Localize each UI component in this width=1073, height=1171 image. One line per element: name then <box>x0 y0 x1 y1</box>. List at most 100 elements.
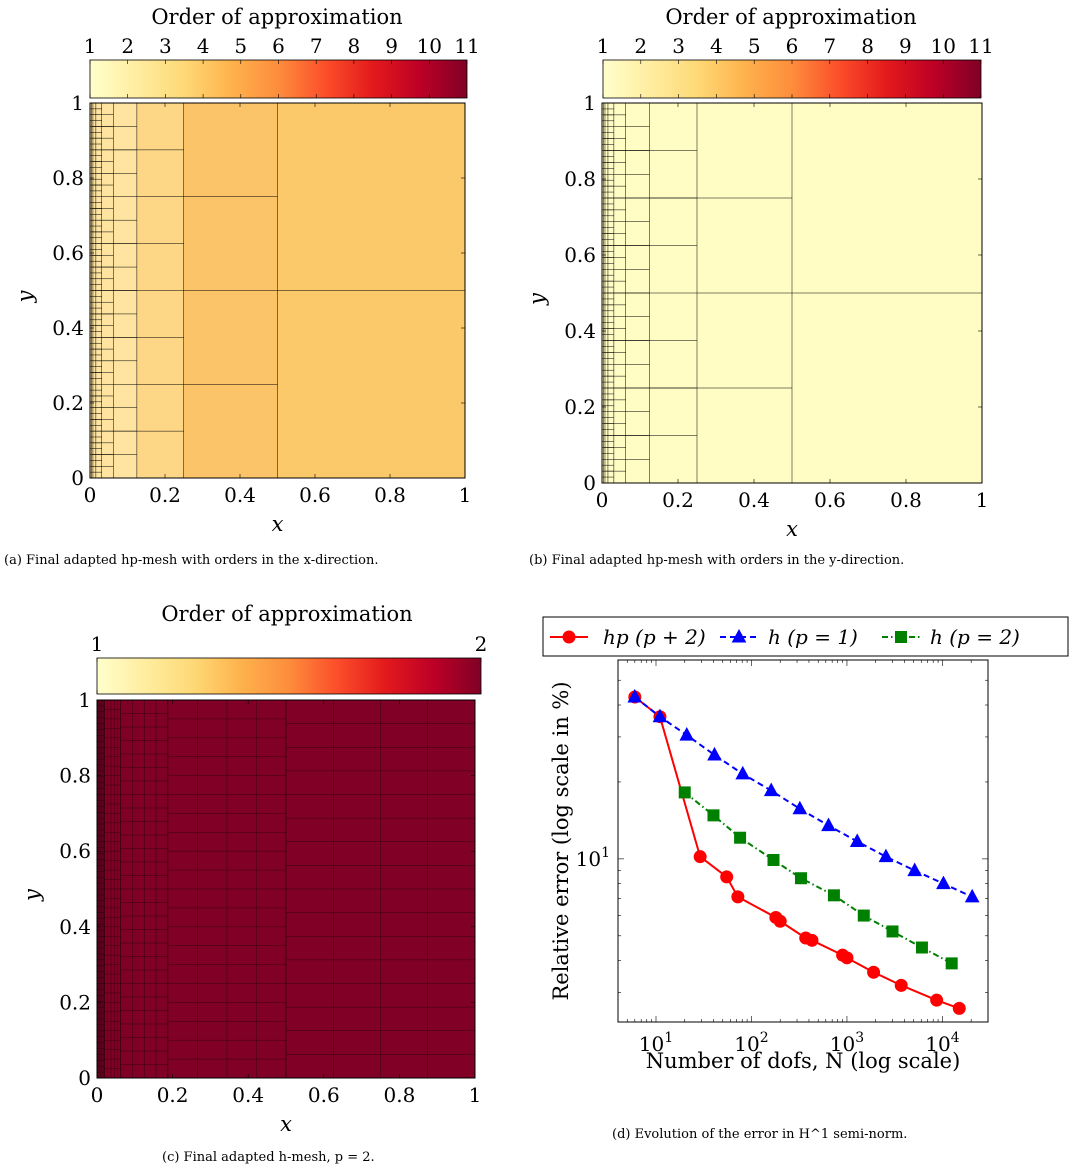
panel-b-y-label: y <box>525 292 549 306</box>
panel-d-point-1 <box>763 782 779 797</box>
panel-d-point-2 <box>886 925 899 938</box>
panel-c: Order of approximation 1 2 0 0.2 0.4 0.6 0.8 1 0 0… <box>20 602 487 1136</box>
panel-d-point-1 <box>707 746 722 761</box>
panel-b-x-tick-label: 0.2 <box>662 488 694 512</box>
panel-d-series-line-2 <box>684 791 953 965</box>
panel-c-y-tick-label: 0.8 <box>59 764 91 788</box>
panel-a-x-tick-label: 0.8 <box>374 483 406 507</box>
panel-a-y-label: y <box>13 289 37 303</box>
panel-b-colorbar-tick-label: 2 <box>634 34 647 58</box>
panel-d-point-0 <box>952 1001 966 1015</box>
panel-d-frame <box>617 659 989 1023</box>
panel-b-y-tick-label: 0.4 <box>564 319 596 343</box>
panel-a-y-tick-label: 0.2 <box>52 391 84 415</box>
panel-d-point-1 <box>821 817 836 832</box>
panel-d-point-2 <box>707 809 720 822</box>
panel-c-y-tick-label: 0.2 <box>59 990 91 1014</box>
panel-d-series-line-0 <box>634 696 960 1010</box>
caption-a: (a) Final adapted hp-mesh with orders in… <box>4 553 379 568</box>
panel-a-colorbar-tick-label: 2 <box>121 34 134 58</box>
panel-d-point-1 <box>652 708 668 723</box>
panel-d-point-1 <box>735 765 751 780</box>
panel-b-x-tick-label: 0.6 <box>814 488 846 512</box>
panel-d-point-0 <box>693 850 707 864</box>
caption-b: (b) Final adapted hp-mesh with orders in… <box>529 553 905 568</box>
panel-d-x-label: Number of dofs, N (log scale) <box>646 1049 961 1073</box>
panel-d-point-0 <box>930 993 944 1007</box>
panel-d-point-2 <box>857 909 870 922</box>
panel-a-x-tick-label: 0.2 <box>149 483 181 507</box>
panel-d-point-2 <box>915 941 928 954</box>
panel-d-point-2 <box>945 957 958 970</box>
panel-c-x-tick-label: 1 <box>469 1083 482 1107</box>
panel-a-colorbar-tick-label: 9 <box>385 34 398 58</box>
panel-c-x-tick-label: 0 <box>91 1083 104 1107</box>
panel-c-y-tick-label: 0.4 <box>59 915 91 939</box>
panel-c-x-label: x <box>280 1112 292 1136</box>
panel-d-point-1 <box>878 848 894 863</box>
panel-b-x-tick-label: 0.8 <box>890 488 922 512</box>
panel-c-colorbar-title: Order of approximation <box>161 602 412 626</box>
panel-a-frame <box>89 102 466 479</box>
panel-d-legend-marker-1 <box>731 628 747 643</box>
panel-b-y-tick-label: 0.8 <box>564 167 596 191</box>
panel-b-x-tick-label: 1 <box>976 488 989 512</box>
panel-a-y-tick-label: 0.4 <box>52 316 84 340</box>
panel-a-x-label: x <box>272 512 284 536</box>
panel-d-point-0 <box>867 965 881 979</box>
panel-b-y-tick-label: 0.6 <box>564 243 596 267</box>
panel-d-legend: hp (p + 2) h (p = 1) h (p = 2) <box>542 616 1069 657</box>
panel-d-y-tick-label: 101 <box>576 845 610 871</box>
panel-c-y-tick-label: 0 <box>78 1066 91 1090</box>
panel-b-colorbar-title: Order of approximation <box>665 5 916 29</box>
panel-a-colorbar-tick-label: 11 <box>454 34 479 58</box>
panel-d-point-2 <box>767 853 780 866</box>
panel-b-colorbar-tick-label: 11 <box>968 34 993 58</box>
panel-a-x-tick-label: 0 <box>84 483 97 507</box>
panel-d-point-0 <box>731 890 745 904</box>
panel-d-point-1 <box>792 800 808 815</box>
panel-d-point-1 <box>849 833 865 847</box>
panel-c-colorbar-bar <box>96 657 482 695</box>
panel-c-colorbar-tick-label: 2 <box>475 632 488 656</box>
panel-c-y-label: y <box>20 888 44 902</box>
panel-a-colorbar-tick-label: 3 <box>159 34 172 58</box>
panel-d-point-2 <box>827 889 840 902</box>
panel-c-x-tick-label: 0.6 <box>308 1083 340 1107</box>
panel-b-y-tick-label: 0 <box>583 471 596 495</box>
caption-c: (c) Final adapted h-mesh, p = 2. <box>162 1150 375 1165</box>
panel-c-y-tick-label: 0.6 <box>59 839 91 863</box>
panel-b-colorbar-tick-label: 7 <box>823 34 836 58</box>
panel-d-x-tick-label: 103 <box>830 1030 864 1056</box>
panel-d-point-2 <box>734 831 747 844</box>
panel-b-frame <box>601 102 983 484</box>
panel-d-legend-label-2: h (p = 2) <box>930 625 1020 649</box>
panel-a-y-tick-label: 0.6 <box>52 241 84 265</box>
panel-b-y-tick-label: 0.2 <box>564 395 596 419</box>
panel-a-y-tick-label: 0 <box>71 466 84 490</box>
panel-b-colorbar-tick-label: 3 <box>672 34 685 58</box>
panel-a-colorbar-tick-label: 6 <box>272 34 285 58</box>
panel-d-point-1 <box>907 862 923 877</box>
panel-d-point-1 <box>936 875 951 890</box>
panel-a-colorbar-tick-label: 4 <box>197 34 210 58</box>
panel-a-colorbar-tick-label: 5 <box>234 34 247 58</box>
panel-b-colorbar-tick-label: 6 <box>786 34 799 58</box>
panel-a-x-tick-label: 0.4 <box>224 483 256 507</box>
panel-b-colorbar-tick-label: 1 <box>597 34 610 58</box>
panel-d-point-1 <box>964 888 980 903</box>
panel-d-x-tick-label: 104 <box>925 1030 959 1056</box>
panel-b-colorbar-tick-label: 4 <box>710 34 723 58</box>
panel-b-x-tick-label: 0 <box>596 488 609 512</box>
panel-d-point-1 <box>679 727 695 741</box>
panel-b-colorbar-tick-label: 10 <box>930 34 955 58</box>
panel-b-x-tick-label: 0.4 <box>738 488 770 512</box>
panel-a-colorbar-tick-label: 10 <box>417 34 442 58</box>
panel-d-y-label: Relative error (log scale in %) <box>549 681 573 1000</box>
panel-c-x-tick-label: 0.2 <box>157 1083 189 1107</box>
panel-c-x-tick-label: 0.8 <box>383 1083 415 1107</box>
caption-d: (d) Evolution of the error in H^1 semi-n… <box>612 1127 908 1142</box>
panel-d-legend-label-0: hp (p + 2) <box>603 625 706 649</box>
